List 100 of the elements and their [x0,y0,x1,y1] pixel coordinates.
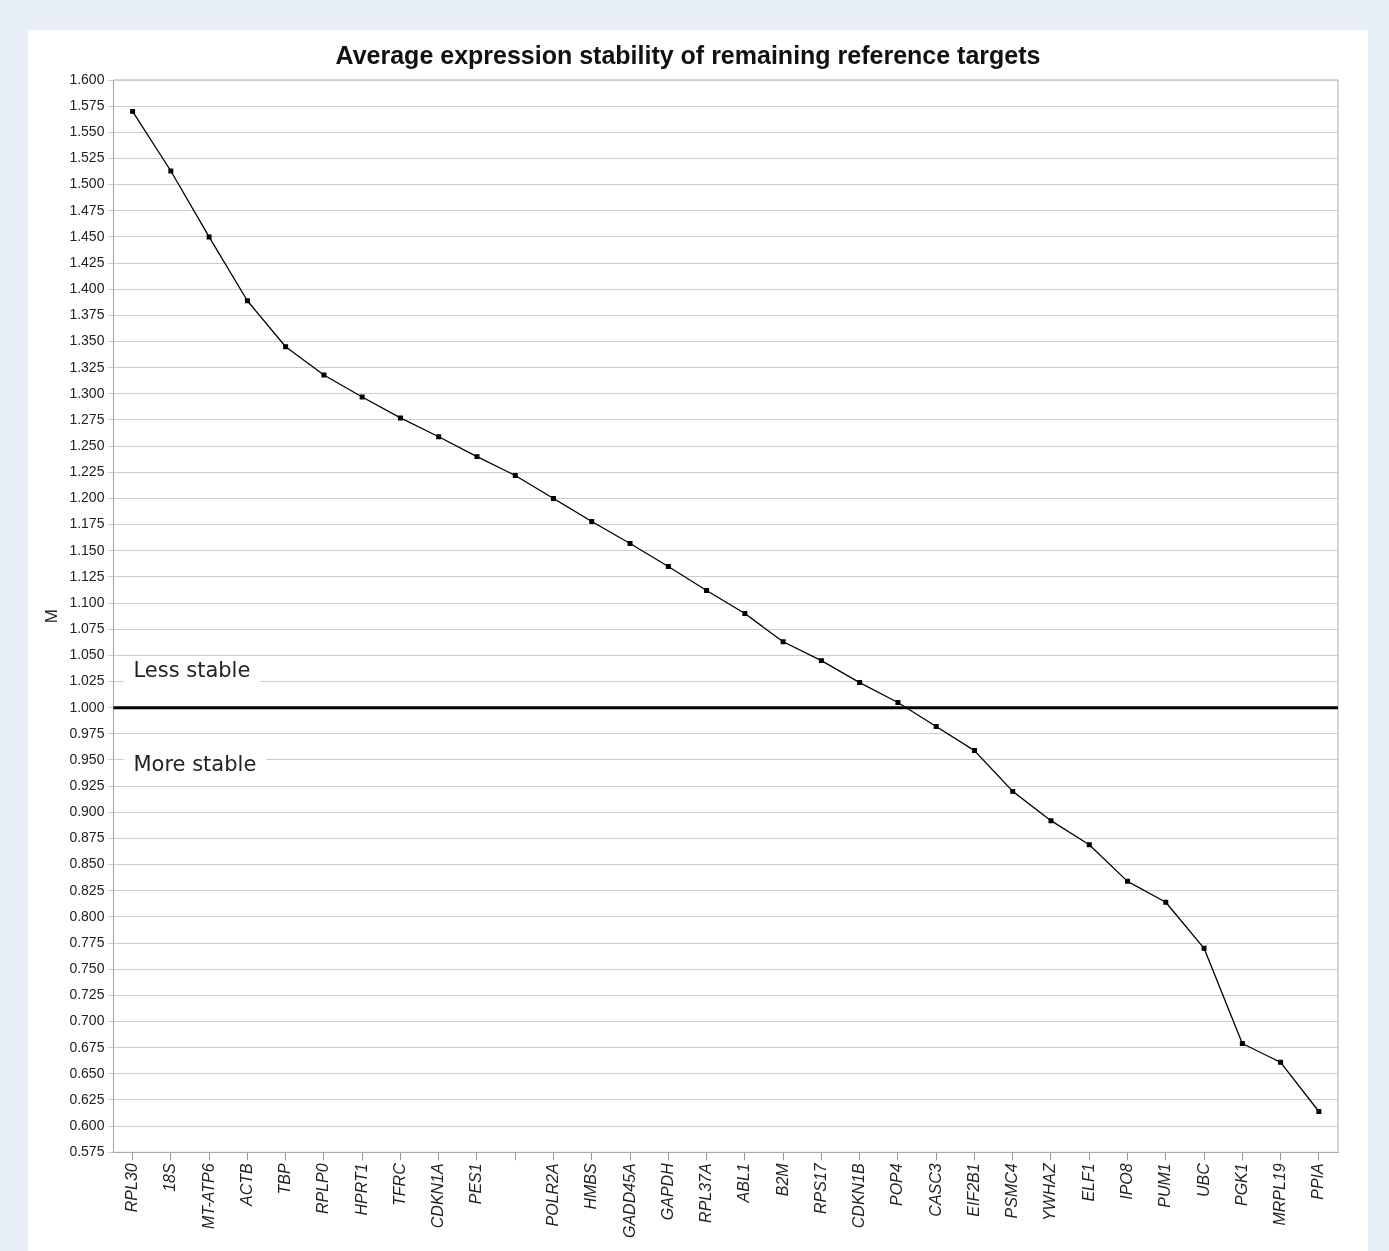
point [244,298,250,304]
point [551,495,556,501]
point [933,724,939,730]
x-tick-label: PUM1 [1156,1163,1174,1208]
y-axis-title: M [41,609,61,624]
y-tick-label: 1.225 [69,463,105,480]
point [206,234,212,240]
y-tick-label: 1.400 [69,280,105,297]
point [1010,788,1016,794]
point [589,518,595,524]
point [665,563,671,569]
y-tick-label: 0.850 [69,855,105,872]
y-tick-label: 1.475 [69,201,105,218]
x-tick-label: CDKN1B [850,1162,868,1229]
x-tick-label: RPL37A [697,1163,715,1223]
point [627,540,633,546]
y-tick-label: 0.750 [69,960,105,977]
point [397,415,403,421]
y-tick-label: 1.025 [69,672,105,689]
point [1163,899,1169,905]
x-tick-label: PGK1 [1232,1163,1250,1206]
point [1316,1109,1322,1114]
x-tick-label: RPS17 [811,1162,829,1215]
y-tick-label: 1.450 [69,227,105,244]
y-tick-label: 1.075 [69,620,105,637]
y-tick-label: 1.375 [69,306,105,323]
y-tick-label: 1.300 [69,384,105,401]
y-tick-label: 0.775 [69,933,105,950]
point [436,434,442,440]
x-tick-label: UBC [1194,1162,1212,1198]
y-tick-label: 0.700 [69,1012,105,1029]
x-tick-label: RPL30 [123,1163,141,1213]
y-tick-label: 1.500 [69,175,105,192]
x-tick-label: CDKN1A [429,1163,447,1229]
y-tick-label: 1.350 [69,332,105,349]
point [1201,945,1207,951]
y-tick-label: 1.175 [69,515,105,532]
x-tick-label: POP4 [888,1163,906,1206]
y-tick-label: 1.000 [69,698,105,715]
annotation: More stable [133,752,257,777]
x-tick-label: 18S [161,1162,179,1192]
point [857,680,863,686]
y-tick-label: 0.725 [69,986,105,1003]
x-tick-label: CASC3 [926,1163,944,1217]
chart-title: Average expression stability of remaining reference targets [335,40,1041,69]
point [130,108,136,114]
annotation: Less stable [133,658,251,683]
x-tick-label: ABL1 [735,1163,753,1204]
y-tick-label: 1.050 [69,646,105,663]
y-tick-label: 1.125 [69,567,105,584]
x-tick-label: HPRT1 [352,1163,370,1216]
y-tick-label: 0.950 [69,750,105,767]
y-tick-label: 1.525 [69,149,105,166]
y-tick-label: 0.875 [69,829,105,846]
y-tick-label: 1.575 [69,97,105,114]
y-tick-label: 1.150 [69,541,105,558]
y-tick-label: 1.550 [69,123,105,140]
x-tick-label: ACTB [237,1162,255,1207]
x-tick-label: MT-ATP6 [199,1163,217,1230]
x-tick-label: POLR2A [543,1163,561,1227]
y-tick-label: 1.600 [69,70,105,87]
point [168,168,174,174]
point [895,699,901,705]
point [704,588,710,594]
x-tick-label: B2M [773,1162,791,1197]
x-tick-label: RPLP0 [314,1163,332,1215]
x-tick-label: MRPL19 [1271,1163,1289,1226]
point [1239,1041,1245,1046]
x-tick-label: PPIA [1309,1163,1327,1200]
x-tick-label: PSMC4 [1003,1163,1021,1219]
y-tick-label: 0.675 [69,1038,105,1055]
y-tick-label: 1.250 [69,437,105,454]
point [780,639,786,645]
y-tick-label: 1.100 [69,593,105,610]
x-tick-label: HMBS [582,1162,600,1210]
x-tick-label: GAPDH [658,1162,676,1221]
point [512,472,518,478]
y-tick-label: 0.575 [69,1143,105,1160]
point [818,658,824,664]
y-tick-label: 1.200 [69,489,105,506]
point [474,454,480,460]
x-tick-label: TFRC [390,1162,408,1206]
x-tick-label: GADD45A [620,1163,638,1239]
x-tick-label: TBP [276,1162,294,1195]
point [1125,878,1131,884]
point [283,344,289,350]
y-tick-label: 0.650 [69,1064,105,1081]
y-tick-label: 0.925 [69,777,105,794]
point [1086,842,1092,848]
point [742,611,748,617]
y-tick-label: 0.600 [69,1117,105,1134]
point [321,372,327,378]
x-tick-label: PES1 [467,1163,485,1205]
y-tick-label: 0.625 [69,1090,105,1107]
x-tick-label: EIF2B1 [964,1163,982,1217]
y-tick-label: 0.900 [69,803,105,820]
y-tick-label: 1.425 [69,253,105,270]
point [971,748,977,754]
y-tick-label: 0.975 [69,724,105,741]
point [1278,1059,1284,1065]
